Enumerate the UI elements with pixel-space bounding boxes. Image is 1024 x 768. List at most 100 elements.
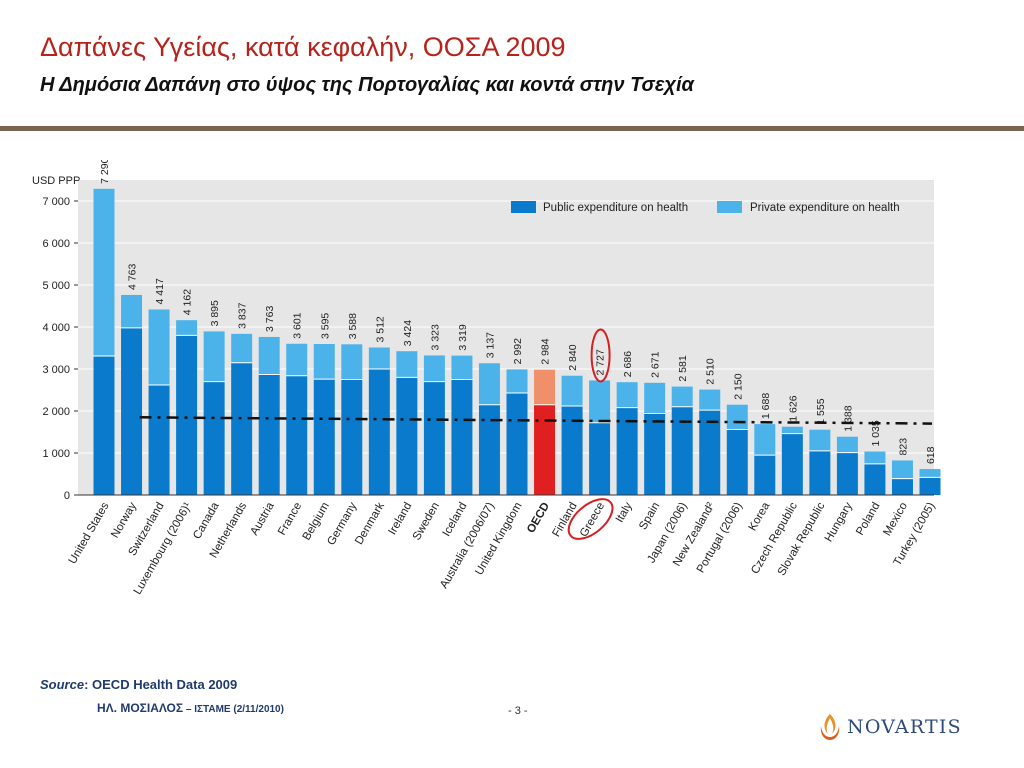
bar-public — [451, 379, 473, 495]
x-category-label: Poland — [854, 501, 882, 538]
x-category-label: Norway — [109, 500, 139, 540]
bar-private — [93, 188, 115, 356]
bar-private — [644, 382, 666, 414]
data-label-total: 3 837 — [237, 302, 249, 328]
bar-public — [148, 384, 170, 495]
bar-private — [561, 375, 583, 406]
bar-private — [121, 294, 143, 328]
flame-icon — [820, 714, 840, 740]
bar-public — [93, 355, 115, 495]
bar-private — [809, 429, 831, 451]
bar-public — [671, 406, 693, 495]
data-label-total: 4 763 — [127, 264, 139, 290]
bar-private — [864, 451, 886, 464]
bar-private — [534, 369, 556, 405]
legend-swatch-private — [717, 201, 742, 213]
bar-public — [176, 335, 198, 495]
bar-private — [506, 369, 528, 393]
bar-public — [341, 379, 363, 495]
data-label-total: 2 671 — [650, 351, 662, 377]
data-label-total: 1 388 — [842, 405, 854, 431]
data-label-total: 7 290 — [99, 160, 111, 184]
bar-public — [286, 375, 308, 495]
author-line: ΗΛ. ΜΟΣΙΑΛΟΣ – ΙΣΤΑΜΕ (2/11/2010) — [97, 701, 284, 715]
y-axis-title: USD PPP — [32, 175, 80, 187]
bar-private — [671, 386, 693, 407]
bar-private — [891, 460, 913, 479]
bar-private — [203, 331, 225, 382]
bar-private — [451, 355, 473, 380]
legend-swatch-public — [511, 201, 536, 213]
page-number: - 3 - — [508, 705, 528, 717]
slide-title: Δαπάνες Υγείας, κατά κεφαλήν, ΟΟΣΑ 2009 — [40, 32, 566, 62]
bar-public — [203, 381, 225, 495]
highlight-circle-value — [590, 328, 611, 383]
data-label-total: 4 417 — [154, 278, 166, 304]
bar-public — [478, 404, 500, 495]
bar-public — [534, 404, 556, 495]
data-label-total: 3 601 — [292, 312, 304, 338]
data-label-total: 618 — [925, 446, 937, 464]
bar-public — [836, 452, 858, 495]
data-label-total: 4 162 — [182, 289, 194, 315]
data-label-total: 1 035 — [870, 420, 882, 446]
bar-private — [148, 309, 170, 385]
bar-private — [478, 363, 500, 405]
data-label-total: 3 424 — [402, 320, 414, 346]
x-category-label: Sweden — [411, 501, 442, 543]
y-tick-label: 3 000 — [42, 364, 70, 376]
data-label-total: 823 — [897, 438, 909, 456]
bar-private — [589, 380, 611, 423]
author-name: ΗΛ. ΜΟΣΙΑΛΟΣ — [97, 701, 184, 715]
source-text: : OECD Health Data 2009 — [84, 677, 238, 692]
data-label-total: 3 137 — [484, 332, 496, 358]
bar-public — [258, 374, 280, 495]
legend-label-private: Private expenditure on health — [750, 202, 900, 214]
bar-public — [864, 463, 886, 495]
bar-public — [781, 433, 803, 495]
x-category-label: Finland — [550, 501, 579, 540]
data-label-total: 3 595 — [319, 313, 331, 339]
slide-subtitle: Η Δημόσια Δαπάνη στο ύψος της Πορτογαλία… — [40, 74, 694, 96]
data-label-total: 3 512 — [374, 316, 386, 342]
x-category-label: Iceland — [441, 501, 470, 539]
data-label-total: 2 581 — [677, 355, 689, 381]
data-label-total: 1 688 — [760, 393, 772, 419]
source-label: Source — [40, 677, 85, 692]
x-category-label: Italy — [614, 500, 635, 524]
data-label-total: 2 686 — [622, 351, 634, 377]
bar-private — [258, 336, 280, 375]
data-label-total: 3 763 — [264, 306, 276, 332]
data-label-total: 2 510 — [705, 358, 717, 384]
x-category-label: France — [276, 501, 304, 538]
x-category-label: Austria — [249, 500, 278, 538]
bar-public — [313, 379, 335, 495]
bar-private — [368, 347, 390, 369]
x-category-label: Canada — [191, 500, 222, 541]
bar-private — [313, 344, 335, 380]
bar-private — [176, 320, 198, 336]
bar-private — [726, 404, 748, 430]
bar-private — [754, 424, 776, 456]
bar-private — [836, 436, 858, 453]
bar-public — [423, 381, 445, 495]
x-category-label: Ireland — [386, 501, 414, 537]
bar-public — [561, 405, 583, 495]
x-category-label: Mexico — [881, 501, 910, 539]
bar-public — [121, 327, 143, 495]
bar-private — [699, 389, 721, 411]
bar-public — [396, 377, 418, 495]
bar-public — [231, 362, 253, 495]
health-expenditure-chart: 0 1 000 2 000 3 000 4 000 5 000 6 000 7 000 USD … — [32, 160, 941, 597]
x-category-label: United States — [67, 500, 112, 566]
bar-public — [644, 413, 666, 495]
y-tick-label: 4 000 — [42, 322, 70, 334]
data-label-total: 3 319 — [457, 324, 469, 350]
x-category-label: Hungary — [823, 500, 855, 544]
bar-public — [726, 429, 748, 495]
data-label-total: 1 555 — [815, 398, 827, 424]
data-label-total: 3 588 — [347, 313, 359, 339]
author-note: – ΙΣΤΑΜΕ (2/11/2010) — [183, 704, 284, 715]
y-tick-label: 2 000 — [42, 406, 70, 418]
bar-public — [616, 407, 638, 495]
